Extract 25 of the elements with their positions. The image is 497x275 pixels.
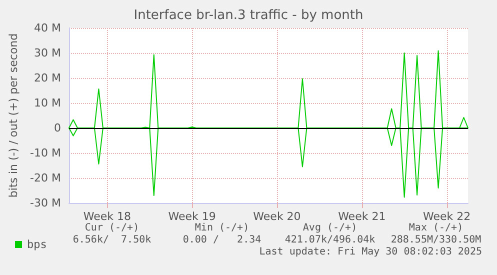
text: 421.07k/496.04k <box>284 234 376 246</box>
y-tick-label: -10 M <box>30 146 61 160</box>
y-tick-label: 30 M <box>34 46 61 60</box>
text: 6.56k/ 7.50k <box>72 234 152 246</box>
legend-label: bps <box>27 238 47 251</box>
y-tick-label: 20 M <box>34 72 61 84</box>
y-tick-label: -20 M <box>30 172 61 184</box>
x-tick-label: Week 21 <box>338 210 386 223</box>
y-tick-label: 40 M <box>34 22 61 34</box>
x-tick-label: Week 19 <box>168 210 216 223</box>
x-tick-label: Week 18 <box>83 210 132 223</box>
y-axis-title: bits in (-) / out (+) per second <box>7 33 20 198</box>
text: Avg (-/+) <box>302 222 358 234</box>
chart-title: Interface br-lan.3 traffic - by month <box>134 8 364 23</box>
y-tick-label: 10 M <box>34 96 61 110</box>
text: 288.55M/330.50M <box>390 234 482 246</box>
y-tick-label: 0 <box>54 122 61 134</box>
text: Last update: Fri May 30 08:02:03 2025 <box>259 246 482 258</box>
x-tick-label: Week 20 <box>253 210 301 223</box>
text: Max (-/+) <box>408 222 464 234</box>
y-tick-label: -30 M <box>30 196 61 210</box>
text: Min (-/+) <box>194 222 250 234</box>
text: 0.00 / 2.34 <box>182 234 262 246</box>
x-tick-label: Week 22 <box>422 210 471 223</box>
text: Cur (-/+) <box>84 222 140 234</box>
